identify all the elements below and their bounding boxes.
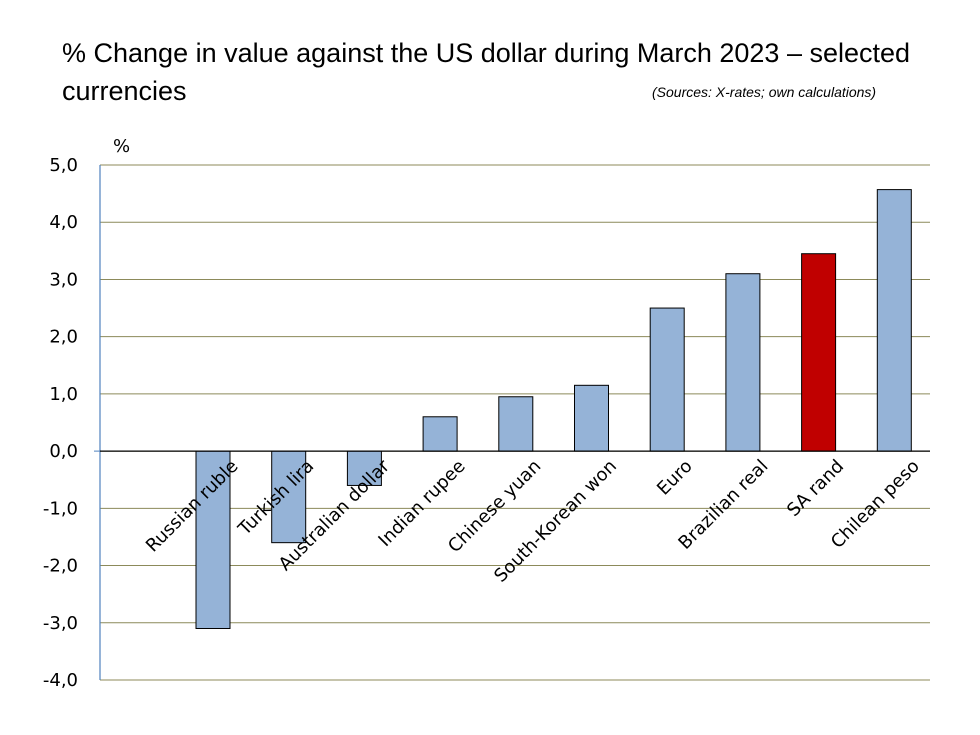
y-axis-unit: %: [113, 136, 130, 157]
y-tick-label: 1,0: [49, 384, 78, 405]
chart-title: % Change in value against the US dollar …: [62, 38, 911, 106]
bar: [498, 396, 534, 452]
bar: [649, 307, 685, 452]
y-tick-label: -4,0: [43, 670, 78, 691]
category-label: Euro: [653, 456, 697, 500]
y-tick-label: -3,0: [43, 613, 78, 634]
bar: [801, 253, 837, 452]
bar: [346, 450, 382, 486]
bar: [574, 384, 609, 452]
bar: [195, 450, 231, 629]
y-tick-label: 4,0: [49, 212, 78, 233]
bar: [422, 416, 458, 452]
y-tick-label: 5,0: [49, 155, 78, 176]
y-tick-label: 2,0: [49, 327, 78, 348]
chart-source: (Sources: X-rates; own calculations): [652, 84, 877, 100]
category-label: SA rand: [783, 456, 848, 521]
y-tick-label: -1,0: [43, 498, 78, 519]
bar: [271, 450, 307, 544]
y-tick-label: 0,0: [49, 441, 78, 462]
bar: [876, 189, 912, 452]
bar: [725, 273, 761, 452]
y-tick-label: -2,0: [43, 556, 78, 577]
y-tick-label: 3,0: [49, 269, 78, 290]
